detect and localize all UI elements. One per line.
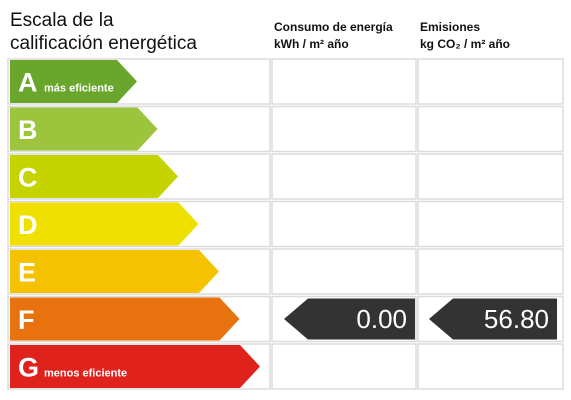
grade-note: más eficiente: [44, 83, 114, 95]
cell: [271, 200, 417, 248]
cell: [271, 58, 417, 105]
consumption-indicator: [284, 298, 415, 340]
emissions-header: Emisiones: [420, 20, 480, 34]
cell: [271, 153, 417, 200]
grade-letter: D: [18, 210, 38, 240]
grade-arrow: [10, 107, 158, 151]
grade-letter: F: [18, 305, 35, 335]
grade-letter: G: [18, 353, 39, 383]
cell: [417, 343, 564, 390]
grade-arrow: [10, 297, 240, 341]
cell: [271, 343, 417, 390]
grade-arrow: [10, 250, 219, 293]
grade-letter: C: [18, 163, 38, 193]
emissions-indicator: [429, 298, 557, 340]
title-line: calificación energética: [10, 33, 197, 54]
consumption-header: Consumo de energía: [274, 20, 393, 34]
grade-note: menos eficiente: [44, 368, 127, 380]
cell: [417, 105, 564, 153]
grade-letter: A: [18, 68, 38, 98]
consumption-unit: kWh / m² año: [274, 37, 349, 51]
cell: [417, 200, 564, 248]
grade-arrow: [10, 345, 260, 388]
cell: [417, 248, 564, 295]
cell: [417, 153, 564, 200]
consumption-value: 0.00: [356, 304, 407, 334]
grade-letter: B: [18, 115, 38, 145]
emissions-unit: kg CO₂ / m² año: [420, 37, 510, 51]
title-line: Escala de la: [10, 10, 114, 31]
cell: [271, 248, 417, 295]
grade-arrow: [10, 60, 137, 103]
grade-arrow: [10, 202, 199, 246]
grade-letter: E: [18, 258, 36, 288]
grade-arrow: [10, 155, 178, 198]
cell: [271, 105, 417, 153]
cell: [417, 58, 564, 105]
emissions-value: 56.80: [484, 304, 549, 334]
